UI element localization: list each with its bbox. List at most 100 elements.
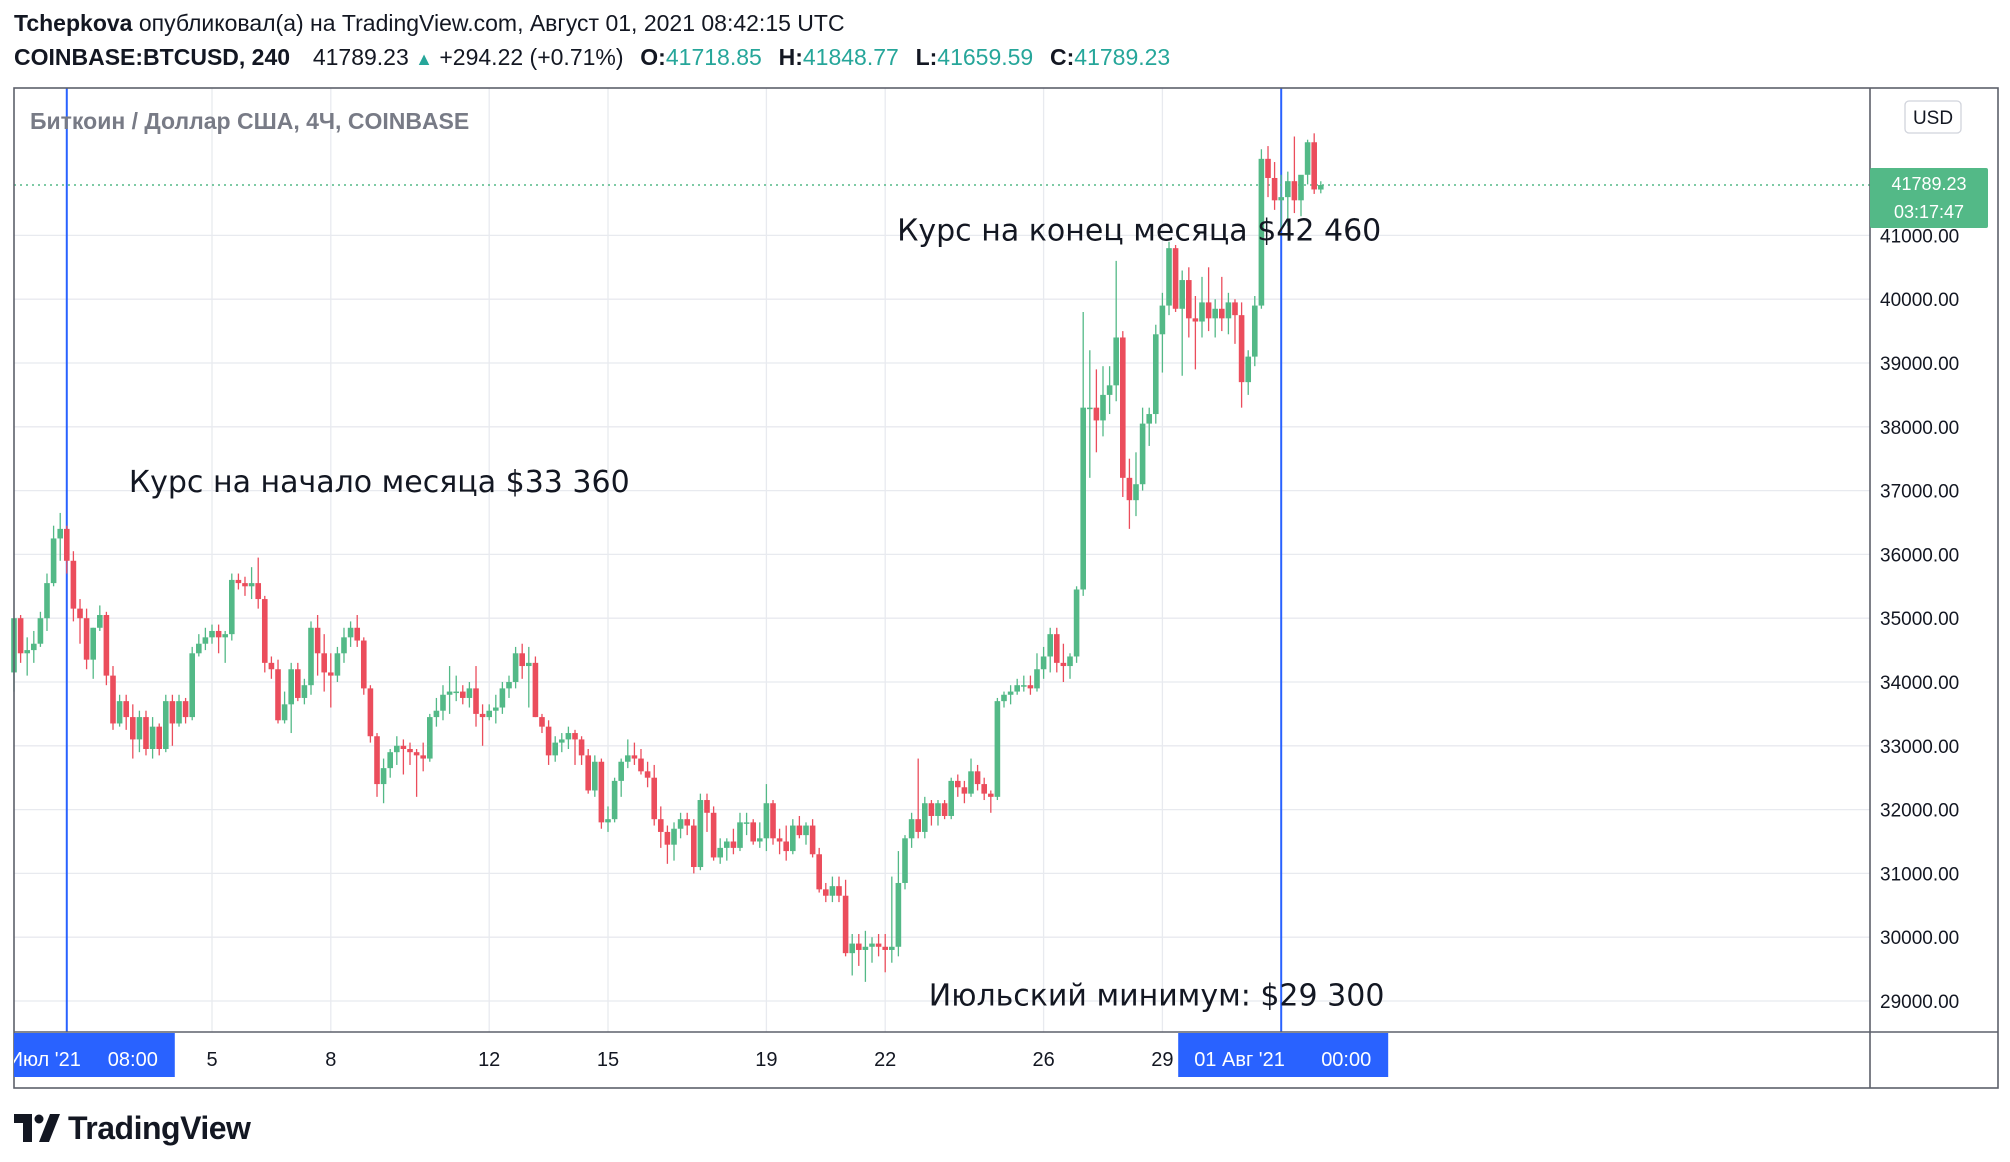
candle-body <box>453 691 460 694</box>
annotation-text[interactable]: Июльский минимум: $29 300 <box>929 978 1385 1013</box>
candle <box>1053 627 1060 673</box>
candle <box>631 742 638 765</box>
candle <box>842 879 849 957</box>
candle <box>209 624 215 644</box>
y-tick-label: 34000.00 <box>1880 673 1959 694</box>
candle-body <box>400 745 407 749</box>
candle <box>1014 678 1020 695</box>
y-tick-label: 30000.00 <box>1880 928 1959 949</box>
candle <box>295 662 301 702</box>
date-marker-time: 08:00 <box>108 1049 158 1071</box>
candle <box>730 828 737 855</box>
candle <box>1159 292 1166 373</box>
candle-body <box>558 739 565 743</box>
candle <box>1152 324 1159 424</box>
candle <box>1245 350 1252 395</box>
candle <box>420 742 426 772</box>
candle <box>1113 260 1119 402</box>
candle <box>493 694 499 724</box>
candle-body <box>565 733 572 740</box>
candle <box>790 819 796 855</box>
candle <box>823 882 829 903</box>
candle <box>908 812 915 848</box>
candle-body <box>334 653 341 676</box>
candle <box>169 694 176 746</box>
candle-body <box>889 946 895 950</box>
candle-body <box>948 780 955 816</box>
candle <box>176 694 182 727</box>
candle <box>783 825 789 861</box>
currency-button-bg <box>1904 100 1962 134</box>
candle <box>625 739 631 769</box>
y-tick-label: 39000.00 <box>1880 354 1959 375</box>
candle <box>1139 407 1146 491</box>
candle-body <box>657 819 664 832</box>
candle-body <box>1146 414 1153 424</box>
candle-body <box>855 943 862 950</box>
candle <box>328 653 334 708</box>
candle <box>130 704 136 759</box>
candle-body <box>1245 356 1252 383</box>
candle <box>367 685 374 743</box>
candle-body <box>459 691 466 698</box>
date-marker-tag-bg <box>1178 1033 1389 1077</box>
author-name[interactable]: Tchepkova <box>14 10 133 36</box>
candle-body <box>1205 302 1212 319</box>
candle-body <box>255 583 262 600</box>
candle <box>1166 241 1172 316</box>
candle <box>347 621 354 647</box>
candle-body <box>466 688 473 698</box>
candlestick-chart[interactable]: Курс на начало месяца $33 360 Курс на кон… <box>0 0 2010 1100</box>
candle-body <box>790 825 796 852</box>
candle <box>1265 146 1271 198</box>
candle <box>1205 267 1212 332</box>
annotation-text[interactable]: Курс на конец месяца $42 460 <box>897 214 1381 249</box>
candle <box>97 605 103 631</box>
date-marker-tag[interactable]: 01 Авг '21 00:00 <box>1178 1033 1389 1077</box>
candle <box>1067 653 1073 679</box>
high-label: H: <box>778 44 803 70</box>
candle-body <box>578 739 585 756</box>
currency-button[interactable]: USD <box>1904 100 1962 134</box>
candle <box>446 666 453 714</box>
annotation-text[interactable]: Курс на начало месяца $33 360 <box>129 465 630 500</box>
candle <box>1238 302 1245 408</box>
candle-body <box>1106 385 1113 395</box>
candle <box>1186 267 1192 338</box>
candle <box>644 761 651 788</box>
candle <box>565 726 572 749</box>
candle <box>1007 685 1014 705</box>
candle <box>215 624 222 654</box>
candle-body <box>1001 694 1007 702</box>
candle <box>724 838 730 861</box>
candle-body <box>1021 685 1027 687</box>
date-marker-tag[interactable]: 01 Июл '21 08:00 <box>0 1033 175 1077</box>
candle <box>196 634 202 657</box>
candle-body <box>585 755 591 791</box>
candle <box>869 937 875 963</box>
tradingview-logo[interactable]: TradingView <box>14 1108 251 1148</box>
candle-body <box>486 710 492 718</box>
candle-body <box>869 943 875 947</box>
candle <box>770 800 776 845</box>
candle-body <box>651 777 658 820</box>
currency-label: USD <box>1913 108 1953 129</box>
y-tick-label: 38000.00 <box>1880 418 1959 439</box>
candle-body <box>103 615 110 676</box>
candle-body <box>116 701 123 724</box>
price-axis[interactable]: 29000.00 30000.00 31000.00 32000.00 33000.00… <box>1880 226 1959 1013</box>
candle-body <box>261 599 268 663</box>
candle <box>691 819 697 874</box>
candle <box>829 876 836 903</box>
candle <box>242 576 248 596</box>
candle <box>981 777 987 801</box>
candle <box>552 736 559 762</box>
candle <box>427 713 433 762</box>
candle <box>578 736 585 765</box>
candle <box>809 819 816 858</box>
candle <box>143 710 149 756</box>
candle-body <box>1278 197 1284 201</box>
candle <box>994 697 1001 801</box>
candle-body <box>631 755 638 759</box>
